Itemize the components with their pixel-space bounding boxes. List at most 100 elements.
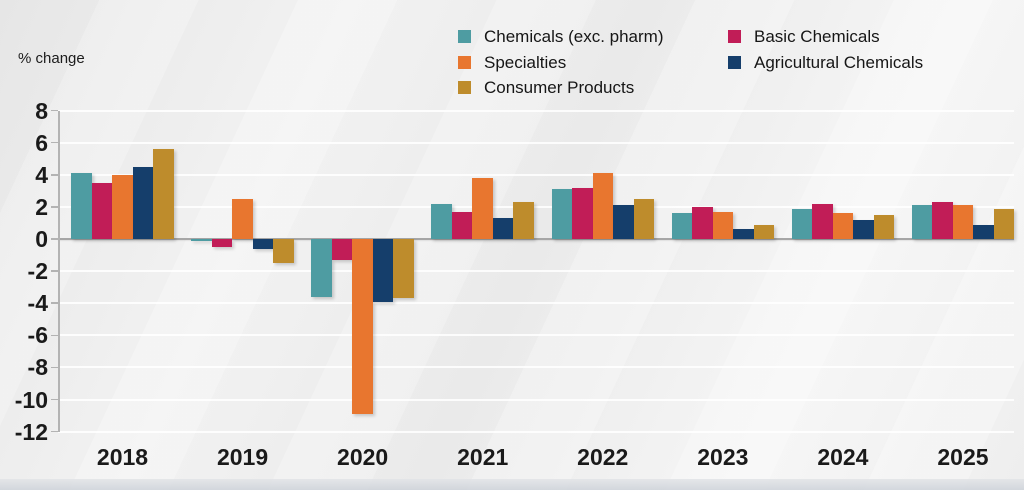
bar-basic-chemicals [331, 239, 353, 260]
bar-specialties [592, 173, 614, 239]
x-tick-label: 2021 [457, 444, 509, 470]
gridline [58, 109, 1014, 112]
y-tick-label: 2 [35, 193, 48, 220]
bar-specialties [712, 211, 734, 239]
y-tick-label: -2 [27, 258, 48, 285]
bar-basic-chemicals [932, 202, 953, 239]
zero-axis-line [58, 238, 1014, 240]
y-tick-mark [51, 109, 58, 112]
y-tick-mark [51, 398, 58, 401]
y-tick-label: -10 [14, 386, 48, 413]
bar-chemicals-exc-pharm [191, 239, 212, 241]
bar-agricultural-chemicals [252, 239, 274, 249]
y-tick-mark [51, 334, 58, 337]
x-tick-label: 2020 [337, 444, 389, 470]
y-tick-label: -4 [27, 290, 48, 317]
bar-agricultural-chemicals [372, 239, 394, 302]
y-tick-mark [51, 238, 58, 240]
bar-agricultural-chemicals [132, 166, 154, 239]
bar-agricultural-chemicals [492, 218, 514, 239]
bar-consumer-products [753, 224, 775, 239]
bar-consumer-products [993, 208, 1015, 239]
y-axis-title: % change [18, 50, 85, 67]
bar-basic-chemicals [211, 239, 233, 248]
bar-agricultural-chemicals [853, 219, 874, 239]
x-tick-label: 2018 [96, 444, 149, 470]
bar-chemicals-exc-pharm [71, 173, 92, 239]
bar-specialties [952, 205, 974, 239]
x-tick-label: 2022 [577, 444, 629, 470]
legend-label: Agricultural Chemicals [754, 53, 924, 72]
bar-chemicals-exc-pharm [791, 208, 813, 239]
y-tick-mark [51, 430, 58, 433]
gridline [58, 302, 1014, 305]
bar-chemicals-exc-pharm [431, 203, 452, 239]
bar-basic-chemicals [812, 203, 833, 239]
gridline [58, 366, 1014, 369]
bar-consumer-products [633, 198, 655, 239]
consumer-products-swatch-icon [458, 81, 471, 94]
legend-label: Basic Chemicals [754, 27, 880, 46]
y-tick-mark [51, 366, 58, 369]
y-tick-label: -12 [14, 418, 48, 445]
bar-consumer-products [273, 239, 294, 264]
x-tick-label: 2024 [817, 444, 869, 470]
bar-specialties [832, 213, 854, 239]
legend-item-agricultural-chemicals: Agricultural Chemicals [728, 52, 923, 74]
bar-basic-chemicals [451, 211, 473, 239]
specialties-swatch-icon [458, 56, 471, 69]
bar-consumer-products [153, 149, 174, 239]
gridline [58, 270, 1014, 273]
y-tick-label: 4 [35, 161, 48, 188]
bar-specialties [352, 239, 373, 414]
bar-specialties [112, 174, 133, 239]
bottom-edge-decoration [0, 479, 1024, 490]
x-tick-label: 2019 [216, 444, 269, 470]
x-tick-label: 2023 [697, 444, 749, 470]
gridline [58, 205, 1014, 208]
y-tick-mark [51, 302, 58, 304]
bar-specialties [232, 198, 253, 239]
legend-item-basic-chemicals: Basic Chemicals [728, 26, 880, 48]
bar-chemicals-exc-pharm [311, 239, 332, 297]
bar-consumer-products [393, 239, 414, 299]
bar-agricultural-chemicals [973, 224, 994, 239]
bar-basic-chemicals [572, 187, 593, 239]
gridline [58, 173, 1014, 176]
agricultural-chemicals-swatch-icon [728, 56, 741, 69]
legend-item-specialties: Specialties [458, 52, 566, 74]
bar-basic-chemicals [692, 206, 713, 239]
y-axis-line [58, 111, 60, 432]
gridline [58, 430, 1014, 433]
gridline [58, 398, 1014, 401]
y-tick-label: -8 [27, 354, 48, 381]
y-tick-mark [51, 206, 58, 208]
chemicals-exc-pharm-swatch-icon [458, 30, 471, 43]
x-tick-label: 2025 [937, 444, 989, 470]
bar-agricultural-chemicals [733, 229, 754, 239]
y-tick-mark [51, 270, 58, 272]
legend-item-chemicals-exc-pharm: Chemicals (exc. pharm) [458, 26, 664, 48]
bar-chemicals-exc-pharm [671, 213, 693, 239]
legend-label: Consumer Products [484, 78, 635, 97]
legend-label: Specialties [484, 53, 567, 72]
bar-specialties [472, 178, 493, 239]
gridline [58, 141, 1014, 144]
y-tick-label: 8 [35, 97, 48, 124]
y-tick-label: -6 [27, 322, 48, 349]
gridline [58, 334, 1014, 337]
basic-chemicals-swatch-icon [728, 30, 741, 43]
legend-item-consumer-products: Consumer Products [458, 77, 634, 99]
bar-consumer-products [873, 214, 895, 239]
bar-basic-chemicals [91, 182, 113, 239]
bar-chemicals-exc-pharm [551, 189, 573, 239]
y-tick-mark [51, 174, 58, 176]
y-tick-label: 6 [35, 129, 48, 156]
bar-consumer-products [513, 202, 534, 239]
legend-label: Chemicals (exc. pharm) [484, 27, 664, 46]
y-tick-mark [51, 141, 58, 144]
bar-agricultural-chemicals [613, 205, 634, 239]
y-tick-label: 0 [35, 226, 48, 252]
